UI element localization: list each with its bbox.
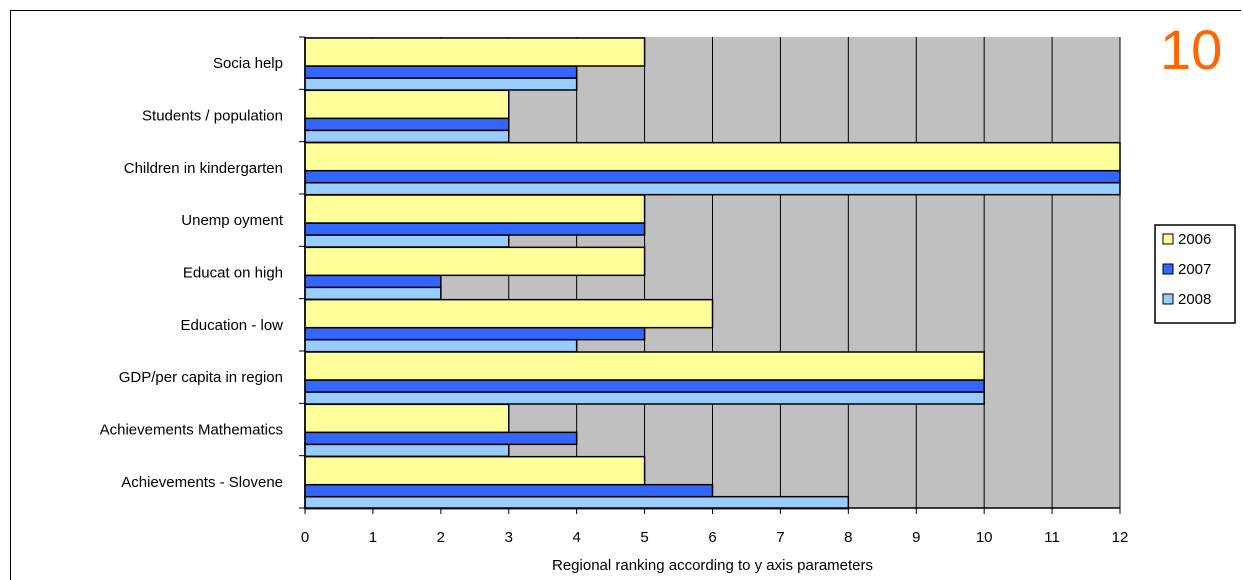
x-tick-label: 8 [844,529,852,546]
legend-swatch-2007 [1162,263,1174,275]
category-label: GDP/per capita in region [119,369,283,386]
category-label: Achievements - Slovene [121,474,283,491]
bar-2006 [304,37,646,67]
x-tick-label: 1 [369,529,377,546]
bar-2007 [304,431,578,446]
bar-2006 [304,89,510,120]
category-label: Education - low [180,317,283,334]
bar-2007 [304,379,985,393]
bar-2006 [304,246,646,277]
legend-label-2006: 2006 [1178,231,1211,248]
x-tick-label: 0 [301,529,309,546]
bar-2007 [304,326,646,341]
chart-frame [10,10,1241,580]
x-tick-label: 6 [708,529,716,546]
x-tick-label: 4 [572,529,580,546]
bar-2006 [304,455,646,486]
bar-2006 [304,351,985,381]
bar-2008 [304,286,442,301]
bar-2008 [304,391,985,405]
x-tick-label: 3 [505,529,513,546]
bar-2007 [304,169,1121,184]
bar-2006 [304,141,1121,172]
x-tick-label: 12 [1112,529,1129,546]
category-label: Students / population [142,108,283,125]
bar-2007 [304,65,578,79]
bar-2008 [304,77,578,91]
category-label: Educat on high [183,265,283,282]
legend-label-2008: 2008 [1178,291,1211,308]
bar-2007 [304,117,510,132]
x-axis-title: Regional ranking according to y axis par… [552,557,873,574]
legend-swatch-2008 [1162,293,1174,305]
bar-2006 [304,298,714,329]
bar-2008 [304,129,510,144]
legend-label-2007: 2007 [1178,261,1211,278]
bar-2008 [304,234,510,248]
bar-2008 [304,443,510,458]
bar-2007 [304,274,442,289]
bar-2007 [304,483,714,498]
x-tick-label: 10 [976,529,993,546]
x-tick-label: 11 [1044,529,1060,546]
page-number: 10 [1160,18,1223,81]
legend-swatch-2006 [1162,233,1174,245]
x-tick-label: 2 [437,529,445,546]
bar-2008 [304,338,578,353]
category-label: Socia help [213,55,283,72]
category-label: Children in kindergarten [124,160,283,177]
category-label: Unemp oyment [181,212,284,229]
bar-2006 [304,194,646,224]
x-tick-label: 5 [640,529,648,546]
x-tick-label: 7 [776,529,784,546]
bar-2006 [304,403,510,434]
x-tick-label: 9 [912,529,920,546]
bar-2008 [304,495,850,510]
bar-2008 [304,181,1121,196]
category-label: Achievements Mathematics [100,422,283,439]
bar-2007 [304,222,646,236]
